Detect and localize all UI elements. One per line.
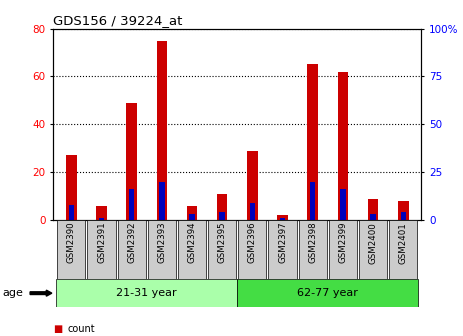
Bar: [238, 220, 267, 279]
Bar: [398, 201, 408, 220]
Bar: [238, 279, 418, 307]
Bar: [277, 215, 288, 220]
Bar: [126, 103, 137, 220]
Bar: [217, 194, 227, 220]
Bar: [269, 220, 297, 279]
Bar: [219, 212, 225, 220]
Bar: [208, 220, 236, 279]
Text: GSM2390: GSM2390: [67, 222, 76, 263]
Bar: [159, 182, 164, 220]
Text: GSM2392: GSM2392: [127, 222, 136, 263]
Text: age: age: [2, 288, 23, 298]
Bar: [359, 220, 387, 279]
Text: 62-77 year: 62-77 year: [297, 288, 358, 298]
Bar: [129, 190, 134, 220]
Bar: [307, 65, 318, 220]
Bar: [400, 212, 406, 220]
Bar: [96, 206, 107, 220]
Bar: [329, 220, 357, 279]
Bar: [118, 220, 146, 279]
Bar: [368, 199, 378, 220]
Text: 21-31 year: 21-31 year: [117, 288, 177, 298]
Text: GDS156 / 39224_at: GDS156 / 39224_at: [53, 14, 182, 28]
Text: GSM2391: GSM2391: [97, 222, 106, 263]
Bar: [156, 41, 167, 220]
Bar: [299, 220, 327, 279]
Text: GSM2397: GSM2397: [278, 222, 287, 263]
Bar: [66, 156, 77, 220]
Bar: [389, 220, 417, 279]
Bar: [310, 182, 315, 220]
Bar: [56, 279, 238, 307]
Text: ■: ■: [53, 324, 63, 334]
Text: GSM2393: GSM2393: [157, 222, 166, 263]
Text: GSM2401: GSM2401: [399, 222, 408, 264]
Bar: [340, 190, 345, 220]
Text: GSM2395: GSM2395: [218, 222, 227, 263]
Text: GSM2396: GSM2396: [248, 222, 257, 263]
Bar: [280, 218, 285, 220]
Bar: [148, 220, 176, 279]
Bar: [370, 214, 376, 220]
Text: count: count: [67, 324, 95, 334]
Bar: [99, 218, 104, 220]
Bar: [189, 214, 195, 220]
Text: GSM2398: GSM2398: [308, 222, 317, 263]
Text: GSM2394: GSM2394: [188, 222, 196, 263]
Bar: [69, 205, 74, 220]
Bar: [178, 220, 206, 279]
Bar: [338, 72, 348, 220]
Bar: [88, 220, 116, 279]
Bar: [187, 206, 197, 220]
Bar: [250, 203, 255, 220]
Text: GSM2400: GSM2400: [369, 222, 377, 264]
Bar: [247, 151, 257, 220]
Text: GSM2399: GSM2399: [338, 222, 347, 263]
Bar: [57, 220, 86, 279]
